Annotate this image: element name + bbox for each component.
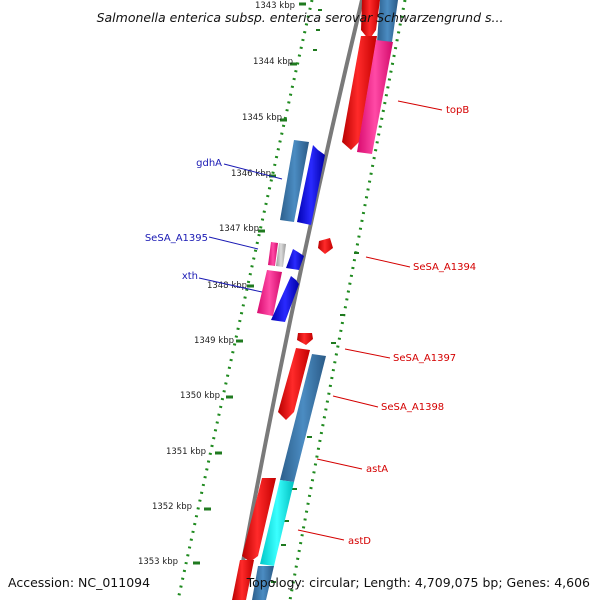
map-title: Salmonella enterica subsp. enterica sero… <box>97 10 504 25</box>
gene-label-astA[interactable]: astA <box>366 464 388 475</box>
tick-label: 1349 kbp <box>194 336 234 346</box>
gene-label-xth[interactable]: xth <box>182 271 198 282</box>
gene-SeSA_A1397-arrow[interactable] <box>297 333 313 345</box>
gene-gdhA-arrow[interactable] <box>297 145 325 225</box>
gene-label-SeSA_A1398[interactable]: SeSA_A1398 <box>381 402 444 413</box>
gene-label-astD[interactable]: astD <box>348 536 371 547</box>
gene-xth-arrow[interactable] <box>271 276 299 322</box>
gc-dotted-track-left <box>176 0 314 600</box>
label-connectors <box>198 100 443 541</box>
feature-steel-top[interactable] <box>377 0 398 42</box>
outer-tick-marks <box>271 252 359 583</box>
outer-track-features[interactable] <box>252 0 398 600</box>
gene-SeSA_A1395-grey[interactable] <box>276 243 286 267</box>
feature-cyan-astD[interactable] <box>260 480 294 566</box>
gene-next-red[interactable] <box>232 560 254 600</box>
gene-astA-body[interactable] <box>278 348 310 420</box>
feature-pink-topB[interactable] <box>357 40 393 154</box>
gene-SeSA_A1395-blue[interactable] <box>286 249 304 270</box>
gene-label-SeSA_A1394[interactable]: SeSA_A1394 <box>413 262 476 273</box>
reverse-strand-features[interactable] <box>257 140 325 322</box>
accession-text: Accession: NC_011094 <box>8 575 150 590</box>
gene-SeSA_A1394-arrow[interactable] <box>318 238 333 254</box>
tick-label: 1348 kbp <box>207 281 247 291</box>
gene-SeSA_A1395-pink[interactable] <box>268 242 278 266</box>
gene-gdhA-steel[interactable] <box>280 140 309 222</box>
tick-label: 1351 kbp <box>166 447 206 457</box>
tick-label: 1352 kbp <box>152 502 192 512</box>
gene-label-topB[interactable]: topB <box>446 105 469 116</box>
gene-topB-body[interactable] <box>342 36 377 150</box>
forward-strand-features[interactable] <box>232 0 380 600</box>
topology-text: Topology: circular; Length: 4,709,075 bp… <box>246 575 590 590</box>
gc-dotted-track-right <box>288 0 407 600</box>
tick-label: 1346 kbp <box>231 169 271 179</box>
gene-astD-body[interactable] <box>242 478 276 562</box>
gene-label-SeSA_A1397[interactable]: SeSA_A1397 <box>393 353 456 364</box>
gene-label-gdhA[interactable]: gdhA <box>196 158 222 169</box>
feature-steel-astA[interactable] <box>280 354 326 482</box>
genome-backbone <box>234 0 364 600</box>
tick-label: 1345 kbp <box>242 113 282 123</box>
tick-label: 1347 kbp <box>219 224 259 234</box>
gene-xth-pink[interactable] <box>257 270 282 316</box>
tick-label: 1353 kbp <box>138 557 178 567</box>
tick-label: 1343 kbp <box>255 1 295 11</box>
tick-label: 1344 kbp <box>253 57 293 67</box>
gene-labels[interactable]: gdhA SeSA_A1395 xth topB SeSA_A1394 SeSA… <box>145 105 476 547</box>
gene-label-SeSA_A1395[interactable]: SeSA_A1395 <box>145 233 208 244</box>
gene-topB-arrow[interactable] <box>361 0 380 40</box>
tick-labels: 1343 kbp 1344 kbp 1345 kbp 1346 kbp 1347… <box>138 1 295 567</box>
tick-label: 1350 kbp <box>180 391 220 401</box>
feature-steel-bottom[interactable] <box>252 566 274 600</box>
